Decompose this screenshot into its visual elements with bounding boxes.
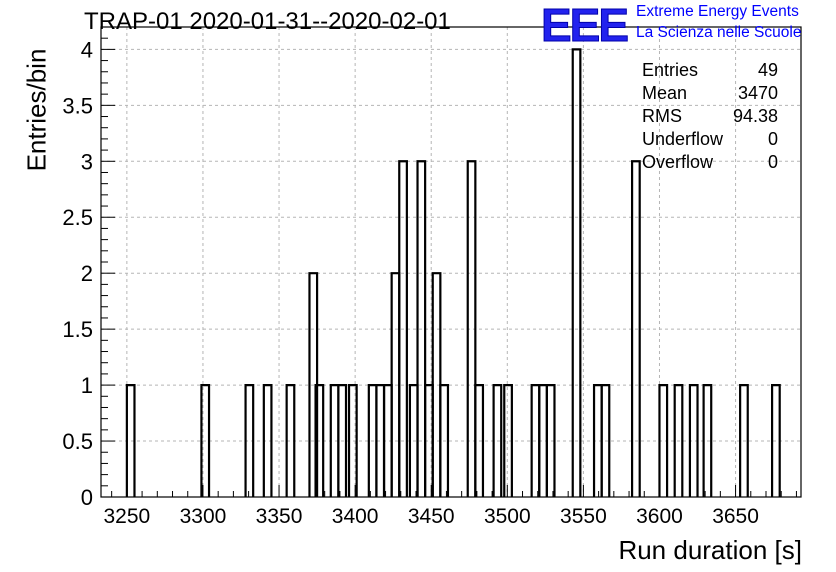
y-tick-label: 2 bbox=[81, 261, 93, 286]
histogram-bin bbox=[492, 383, 503, 497]
stat-mean-label: Mean bbox=[642, 83, 688, 103]
x-tick-label: 3450 bbox=[408, 505, 455, 528]
histogram-bin bbox=[337, 383, 348, 497]
histogram-bin bbox=[702, 383, 713, 497]
y-tick-label: 1 bbox=[81, 373, 93, 398]
histogram-bin bbox=[347, 383, 358, 497]
histogram-bin bbox=[770, 383, 781, 497]
y-tick-label: 0 bbox=[81, 485, 93, 510]
histogram-bin bbox=[571, 48, 582, 497]
histogram-bin bbox=[314, 383, 325, 497]
x-tick-label: 3550 bbox=[560, 505, 607, 528]
x-axis: 3250 3300 3350 3400 3450 3500 3550 3600 3650 bbox=[104, 485, 797, 528]
histogram-bin bbox=[474, 383, 485, 497]
stat-overflow-label: Overflow bbox=[642, 152, 714, 172]
histogram-bin bbox=[466, 160, 477, 497]
histogram-bin bbox=[658, 383, 669, 497]
histogram-bin bbox=[439, 383, 450, 497]
y-tick-label: 3 bbox=[81, 149, 93, 174]
y-tick-label: 3.5 bbox=[62, 93, 93, 118]
histogram-bin bbox=[200, 383, 211, 497]
histogram-bin bbox=[285, 383, 296, 497]
histogram-bin bbox=[688, 383, 699, 497]
chart-title: TRAP-01 2020-01-31--2020-02-01 bbox=[84, 8, 451, 35]
y-tick-label: 1.5 bbox=[62, 317, 93, 342]
histogram-bin bbox=[262, 383, 273, 497]
y-tick-label: 2.5 bbox=[62, 205, 93, 230]
stat-entries-value: 49 bbox=[757, 60, 778, 80]
stat-overflow-value: 0 bbox=[767, 152, 778, 172]
y-tick-label: 4 bbox=[81, 37, 93, 62]
stat-entries-label: Entries bbox=[642, 60, 699, 80]
x-axis-label: Run duration [s] bbox=[618, 535, 802, 565]
histogram-bin bbox=[503, 383, 513, 497]
stat-rms-value: 94.38 bbox=[732, 106, 778, 126]
stat-underflow-label: Underflow bbox=[642, 129, 724, 149]
histogram-bin bbox=[673, 383, 684, 497]
stat-underflow-value: 0 bbox=[767, 129, 778, 149]
histogram-bin bbox=[398, 160, 408, 497]
x-tick-label: 3600 bbox=[636, 505, 683, 528]
histogram-bin bbox=[416, 160, 427, 497]
logo-text-line2: La Scienza nelle Scuole bbox=[636, 24, 802, 41]
histogram-bin bbox=[600, 383, 611, 497]
x-tick-label: 3500 bbox=[484, 505, 531, 528]
grid bbox=[101, 27, 801, 497]
y-axis: 0 0.5 1 1.5 2 2.5 3 3.5 4 bbox=[62, 26, 115, 510]
x-tick-label: 3350 bbox=[256, 505, 303, 528]
histogram-bin bbox=[244, 383, 255, 497]
x-tick-label: 3250 bbox=[104, 505, 151, 528]
histogram-bin bbox=[739, 383, 749, 497]
plot-border bbox=[100, 26, 802, 498]
histogram-bin bbox=[545, 383, 556, 497]
y-tick-label: 0.5 bbox=[62, 429, 93, 454]
eee-logo: EEE bbox=[540, 0, 629, 52]
stat-mean-value: 3470 bbox=[737, 83, 778, 103]
logo-text-line1: Extreme Energy Events bbox=[636, 3, 799, 20]
x-tick-label: 3300 bbox=[180, 505, 227, 528]
x-tick-label: 3650 bbox=[712, 505, 759, 528]
stat-rms-label: RMS bbox=[642, 106, 682, 126]
histogram-series bbox=[125, 48, 781, 497]
histogram-bin bbox=[125, 383, 136, 497]
x-tick-label: 3400 bbox=[332, 505, 379, 528]
plot-frame bbox=[100, 26, 802, 498]
y-axis-label: Entries/bin bbox=[21, 48, 52, 172]
histogram-bin bbox=[630, 160, 641, 497]
